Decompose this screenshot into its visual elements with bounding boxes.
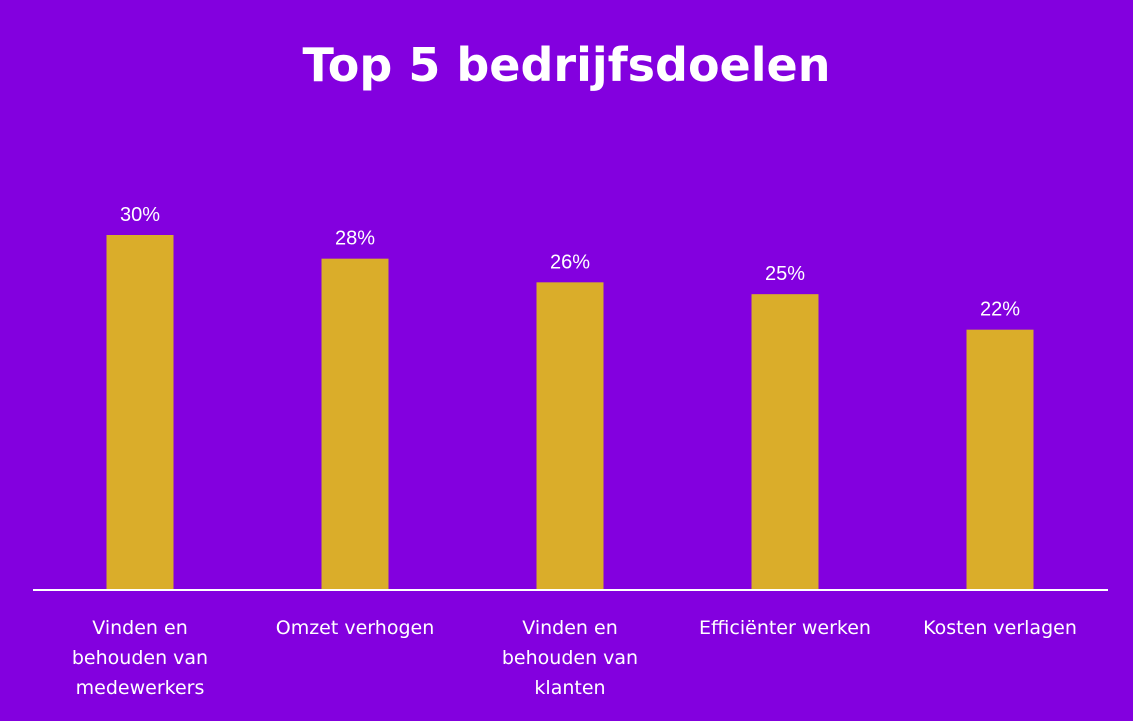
- category-label-line: Omzet verhogen: [276, 617, 435, 639]
- category-label-line: klanten: [534, 677, 605, 699]
- chart-title: Top 5 bedrijfsdoelen: [302, 38, 831, 92]
- value-label-1: 30%: [120, 204, 160, 226]
- category-label-3: Vinden en behouden van klanten: [502, 617, 638, 699]
- bar-3: [536, 282, 604, 590]
- category-label-line: Efficiënter werken: [699, 617, 871, 639]
- category-label-line: Vinden en: [522, 617, 617, 639]
- category-label-line: Kosten verlagen: [923, 617, 1077, 639]
- category-label-line: behouden van: [502, 647, 638, 669]
- bar-5: [966, 329, 1034, 590]
- category-label-line: medewerkers: [76, 677, 205, 699]
- value-label-5: 22%: [980, 299, 1020, 321]
- value-label-4: 25%: [765, 263, 805, 285]
- category-label-5: Kosten verlagen: [923, 617, 1077, 639]
- bar-4: [751, 294, 819, 590]
- category-label-2: Omzet verhogen: [276, 617, 435, 639]
- category-label-line: behouden van: [72, 647, 208, 669]
- value-label-2: 28%: [335, 228, 375, 250]
- bar-2: [321, 258, 389, 590]
- bar-1: [106, 235, 174, 590]
- category-label-4: Efficiënter werken: [699, 617, 871, 639]
- category-label-line: Vinden en: [92, 617, 187, 639]
- value-label-3: 26%: [550, 251, 590, 273]
- category-label-1: Vinden en behouden van medewerkers: [72, 617, 208, 699]
